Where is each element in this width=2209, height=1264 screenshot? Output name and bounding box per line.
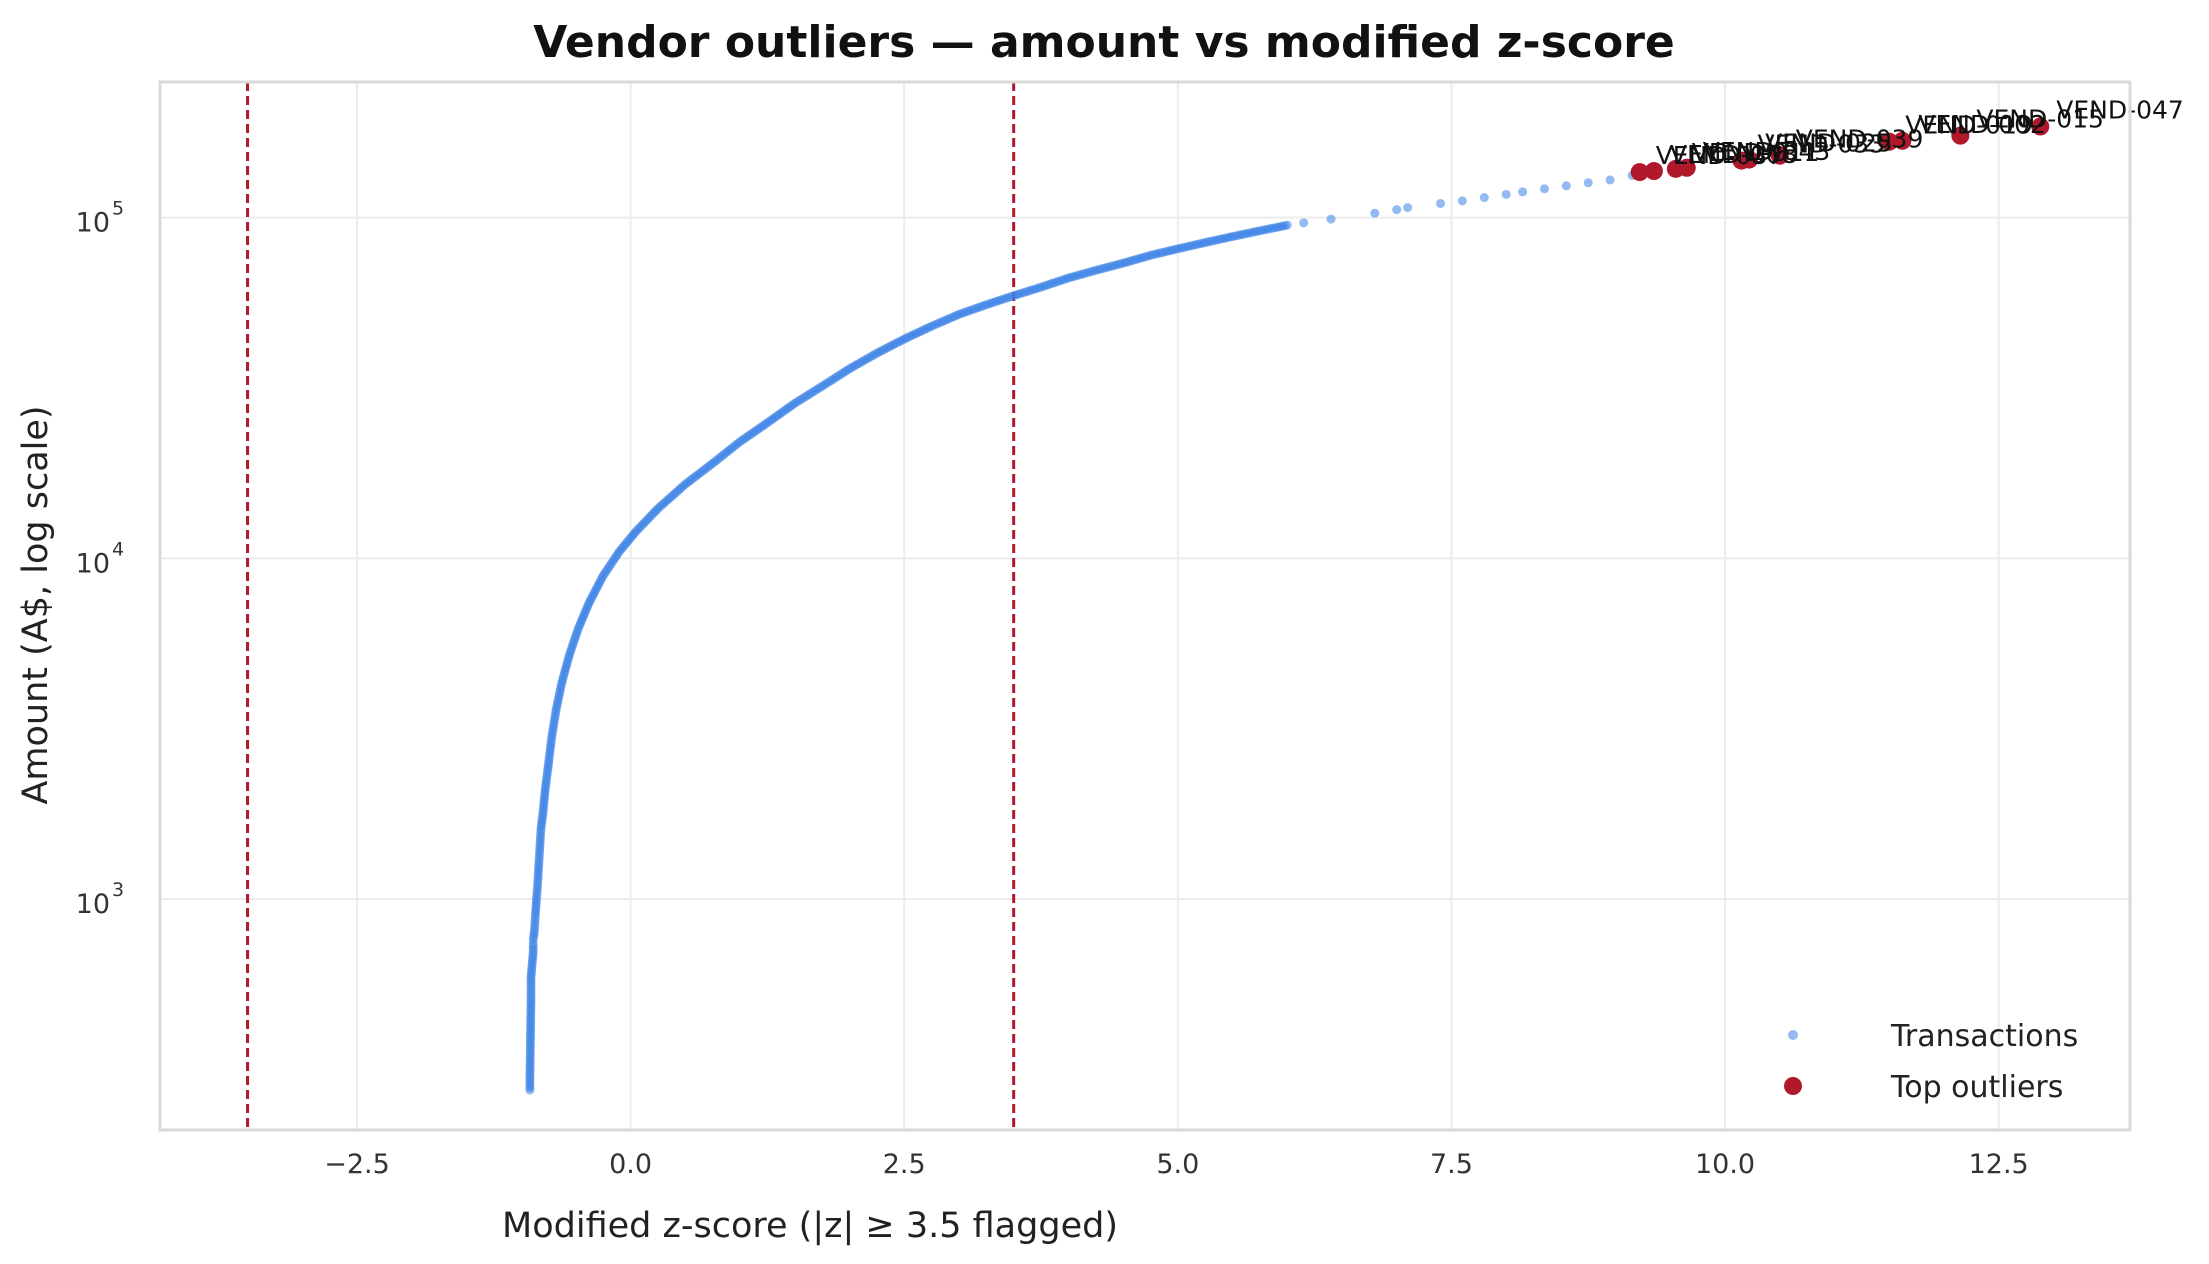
x-tick-label: 2.5 bbox=[883, 1149, 926, 1180]
transaction-point bbox=[1299, 218, 1309, 228]
transaction-point bbox=[1370, 208, 1380, 218]
x-axis-label: Modified z-score (|z| ≥ 3.5 flagged) bbox=[502, 1206, 1118, 1246]
threshold-lines bbox=[246, 82, 1016, 1130]
legend-label-transactions: Transactions bbox=[1890, 1019, 2078, 1054]
y-tick-base: 10 bbox=[76, 889, 110, 920]
plot-frame bbox=[158, 80, 2132, 1132]
y-tick-exponent: 5 bbox=[112, 198, 124, 220]
outlier-point bbox=[1880, 132, 1899, 151]
outlier-point bbox=[1740, 150, 1759, 169]
transaction-point bbox=[1436, 198, 1445, 208]
outliers-series bbox=[1630, 117, 2050, 182]
y-tick-exponent: 4 bbox=[112, 538, 124, 560]
transaction-point bbox=[1479, 193, 1489, 203]
x-axis-ticks: −2.5 0.0 2.5 5.0 7.5 10.0 12.5 bbox=[324, 1149, 2029, 1180]
outlier-labels: VEND-037VEND-008VEND-011VEND-043VEND-033… bbox=[1656, 96, 2184, 171]
chart-title: Vendor outliers — amount vs modified z-s… bbox=[533, 17, 1674, 68]
outlier-label: VEND-019 bbox=[1905, 111, 2033, 140]
transaction-point bbox=[1392, 205, 1402, 215]
transaction-point bbox=[1605, 175, 1615, 185]
x-tick-label: 10.0 bbox=[1695, 1149, 1755, 1180]
outlier-label: VEND-037 bbox=[1656, 141, 1784, 170]
y-tick-label: 10 4 bbox=[76, 538, 124, 579]
outlier-label: VEND-043 bbox=[1703, 137, 1831, 166]
outlier-label: VEND-002 bbox=[1918, 110, 2046, 139]
outlier-label: VEND-047 bbox=[2056, 96, 2184, 125]
outlier-label: VEND-033 bbox=[1757, 130, 1885, 159]
transaction-point bbox=[1561, 181, 1571, 191]
legend-label-outliers: Top outliers bbox=[1890, 1070, 2063, 1105]
y-tick-label: 10 5 bbox=[76, 198, 124, 239]
y-tick-base: 10 bbox=[76, 208, 110, 239]
x-tick-label: 12.5 bbox=[1969, 1149, 2029, 1180]
x-tick-label: 0.0 bbox=[609, 1149, 652, 1180]
transaction-point bbox=[1539, 184, 1549, 194]
transactions-series bbox=[525, 170, 1637, 1095]
grid-lines bbox=[160, 82, 2130, 1130]
x-tick-label: 7.5 bbox=[1430, 1149, 1473, 1180]
outlier-label: VEND-015 bbox=[1976, 105, 2104, 134]
outlier-label: VEND-039 bbox=[1796, 125, 1924, 154]
outlier-label: VEND-011 bbox=[1692, 138, 1820, 167]
transaction-point bbox=[1326, 214, 1336, 224]
transaction-point bbox=[1501, 189, 1511, 199]
x-tick-label: −2.5 bbox=[324, 1149, 390, 1180]
y-axis-label: Amount (A$, log scale) bbox=[16, 405, 56, 804]
outlier-point bbox=[1893, 131, 1912, 150]
outlier-label: VEND-008 bbox=[1670, 140, 1798, 169]
y-tick-exponent: 3 bbox=[112, 879, 124, 901]
outlier-point bbox=[1677, 158, 1696, 177]
legend-marker-transactions bbox=[1788, 1030, 1798, 1040]
outlier-point bbox=[1644, 162, 1663, 181]
y-tick-label: 10 3 bbox=[76, 879, 124, 920]
outlier-point bbox=[1630, 163, 1649, 182]
outlier-label: VEND-025 bbox=[1765, 129, 1893, 158]
legend: Transactions Top outliers bbox=[1784, 1019, 2078, 1105]
outlier-point bbox=[1770, 146, 1789, 165]
legend-marker-outliers bbox=[1784, 1077, 1802, 1095]
transaction-point bbox=[1583, 178, 1593, 188]
transaction-point bbox=[1403, 203, 1413, 213]
transaction-point bbox=[1282, 220, 1292, 230]
x-tick-label: 5.0 bbox=[1156, 1149, 1199, 1180]
transaction-point bbox=[1518, 187, 1528, 197]
outlier-point bbox=[1951, 126, 1970, 145]
transaction-point bbox=[1457, 196, 1467, 206]
y-tick-base: 10 bbox=[76, 548, 110, 579]
outlier-point bbox=[2031, 117, 2050, 136]
